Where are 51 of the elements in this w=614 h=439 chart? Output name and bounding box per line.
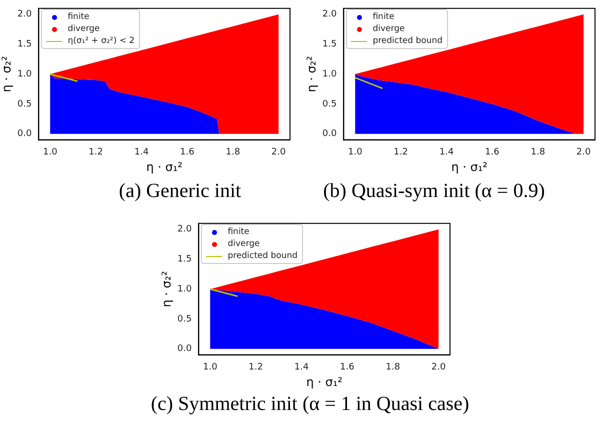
legend-label: diverge — [68, 24, 100, 34]
text: (a) Generic init — [118, 180, 242, 202]
y-tick-label: 0.0 — [17, 129, 32, 140]
y-tick-label: 1.5 — [322, 40, 337, 50]
x-tick-label: 1.2 — [394, 148, 408, 158]
x-tick-label: 1.0 — [42, 148, 58, 158]
x-tick-label: 2.0 — [576, 148, 591, 158]
y-tick-label: 0.5 — [17, 99, 32, 110]
x-tick-label: 1.4 — [439, 148, 454, 158]
x-tick-label: 2.0 — [431, 362, 446, 373]
x-tick-label: 1.4 — [134, 148, 149, 158]
legend-label: diverge — [228, 239, 260, 250]
legend-label: finite — [68, 12, 90, 22]
y-tick-label: 2.0 — [322, 10, 337, 20]
x-axis-title: η · σ₁² — [451, 160, 488, 174]
y-axis-title: η · σ₂² — [304, 56, 318, 92]
x-tick-label: 1.0 — [348, 148, 363, 158]
y-tick-label: 0.5 — [322, 99, 337, 110]
x-tick-label: 1.6 — [485, 148, 500, 158]
y-tick-label: 2.0 — [17, 10, 32, 20]
y-tick-label: 1.5 — [17, 40, 32, 50]
legend-label: finite — [228, 227, 250, 238]
x-tick-label: 1.6 — [340, 362, 355, 373]
y-axis-title: η · σ₂² — [0, 56, 14, 92]
x-tick-label: 1.2 — [248, 362, 263, 373]
x-tick-label: 1.8 — [226, 148, 240, 158]
legend-label: predicted bound — [372, 36, 442, 46]
y-tick-label: 1.5 — [177, 254, 192, 265]
y-tick-label: 1.0 — [177, 284, 192, 294]
x-tick-label: 1.2 — [88, 148, 103, 158]
y-tick-label: 0.0 — [322, 129, 337, 140]
legend-label: η(σ₁² + σ₂²) < 2 — [68, 36, 135, 46]
x-tick-label: 1.8 — [530, 148, 546, 158]
x-tick-label: 1.0 — [202, 362, 218, 373]
y-tick-label: 2.0 — [177, 224, 192, 235]
y-tick-label: 0.5 — [177, 314, 192, 324]
y-tick-label: 1.0 — [322, 69, 337, 80]
x-axis-title: η · σ₁² — [306, 374, 343, 389]
y-tick-label: 0.0 — [177, 344, 192, 354]
y-axis-title: η · σ₂² — [159, 270, 174, 308]
legend-label: finite — [372, 12, 394, 22]
y-tick-label: 1.0 — [17, 69, 32, 80]
legend-label: diverge — [372, 24, 405, 34]
x-tick-label: 2.0 — [271, 148, 286, 158]
text: (c) Symmetric init (α = 1 in Quasi case) — [150, 393, 470, 416]
x-tick-label: 1.6 — [180, 148, 195, 158]
x-tick-label: 1.4 — [294, 362, 309, 373]
legend-label: predicted bound — [228, 251, 298, 262]
x-tick-label: 1.8 — [386, 362, 400, 373]
text: (b) Quasi-sym init (α = 0.9) — [322, 180, 546, 203]
x-axis-title: η · σ₁² — [146, 160, 183, 174]
